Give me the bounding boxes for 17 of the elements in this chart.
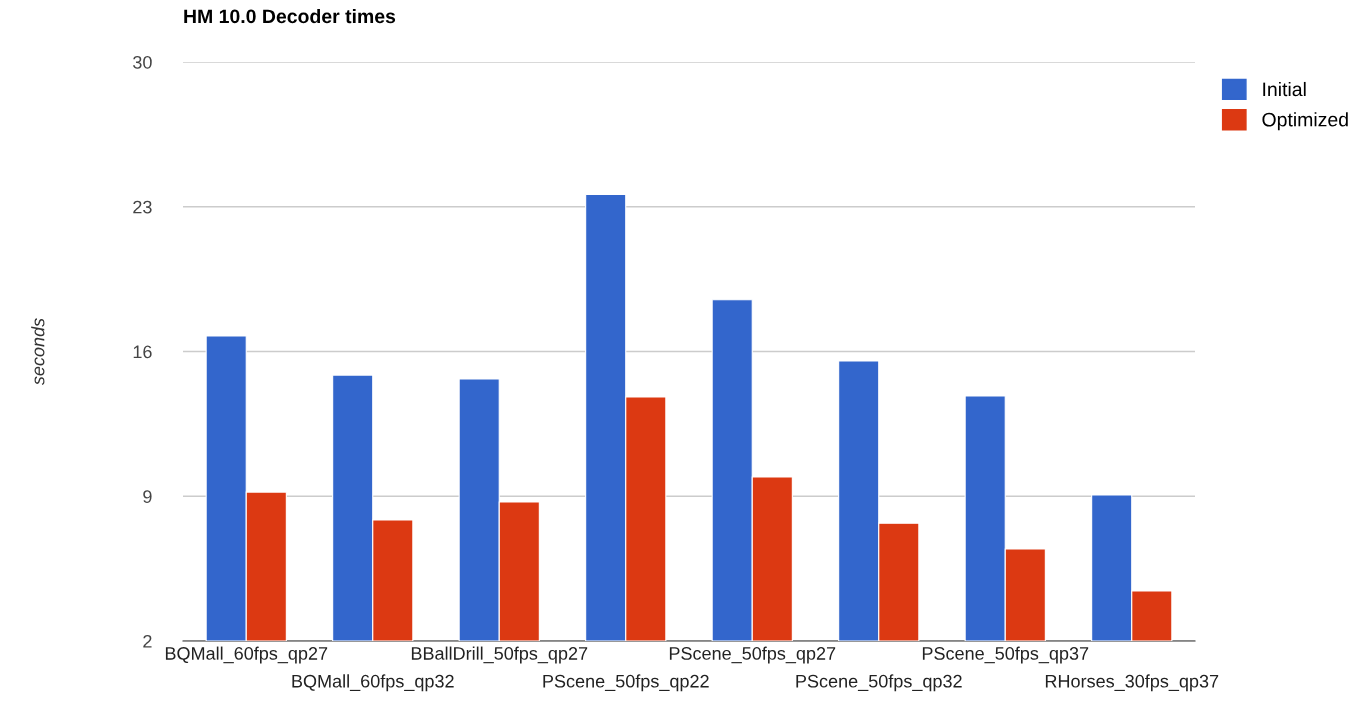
legend-label: Initial	[1263, 81, 1306, 97]
x-tick-label: PScene_50fps_qp22	[543, 674, 709, 692]
y-axis-title: seconds	[31, 318, 45, 386]
chart-title: HM 10.0 Decoder times	[184, 8, 396, 24]
x-tick-label: BBallDrill_50fps_qp27	[411, 646, 588, 664]
x-tick-label: BQMall_60fps_qp27	[165, 646, 328, 664]
y-tick-label: 30	[133, 55, 152, 69]
y-tick-label: 2	[143, 634, 152, 648]
x-tick-label: PScene_50fps_qp37	[922, 646, 1089, 664]
y-tick-label: 16	[133, 345, 152, 359]
y-tick-label: 23	[133, 200, 152, 214]
legend-label: Optimized	[1262, 112, 1348, 131]
x-tick-label: RHorses_30fps_qp37	[1045, 674, 1219, 692]
y-tick-label: 9	[143, 490, 152, 503]
x-tick-label: PScene_50fps_qp32	[796, 674, 962, 692]
x-tick-label: BQMall_60fps_qp32	[292, 674, 454, 692]
x-tick-label: PScene_50fps_qp27	[669, 646, 836, 664]
